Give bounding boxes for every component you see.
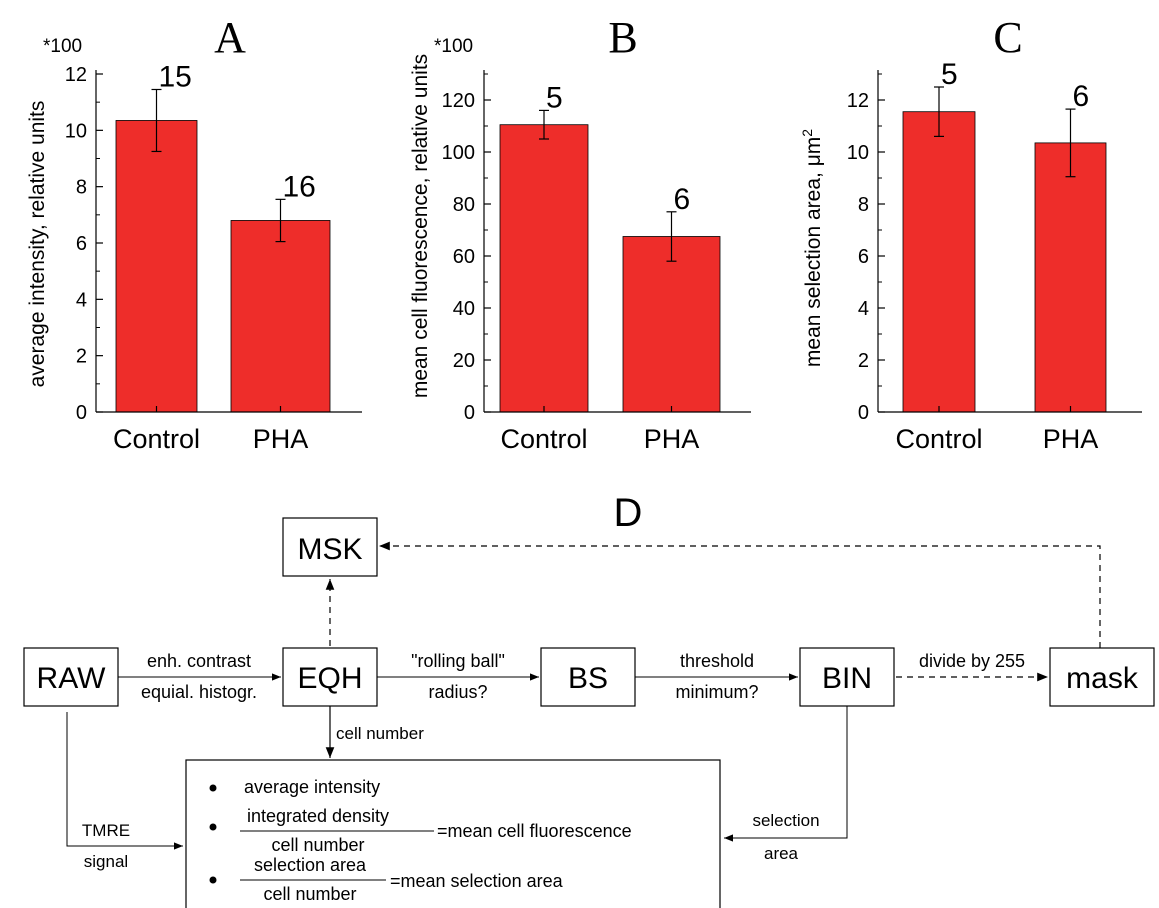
y-tick-label: 0 — [858, 402, 869, 424]
panel-b-multiplier: *100 — [434, 36, 473, 57]
n-label: 6 — [1073, 80, 1090, 113]
edge-raw-results-top: TMRE — [82, 821, 130, 840]
edge-bin-results-bottom: area — [764, 844, 799, 863]
svg-text:MSK: MSK — [297, 533, 362, 566]
bar-pha — [1034, 142, 1107, 413]
edge-raw-results — [66, 712, 183, 850]
results-box: average intensity integrated density cel… — [185, 759, 721, 908]
edge-bin-mask-label: divide by 255 — [919, 651, 1025, 671]
y-tick-label: 0 — [464, 402, 475, 424]
bar-control — [499, 124, 589, 413]
result-mean-cell-fluorescence: =mean cell fluorescence — [437, 821, 632, 841]
y-tick-label: 20 — [453, 350, 475, 372]
result-integrated-density: integrated density — [247, 806, 389, 826]
n-label: 5 — [941, 58, 958, 91]
edge-eqh-results-label: cell number — [336, 724, 424, 743]
bar-pha — [230, 220, 331, 413]
chart-panel-b: B *100 mean cell fluorescence, relative … — [409, 13, 751, 454]
y-tick-label: 40 — [453, 298, 475, 320]
bullet-icon — [209, 823, 217, 831]
y-tick-label: 12 — [65, 64, 87, 86]
node-bin: BIN — [799, 647, 895, 707]
x-tick-label: Control — [895, 424, 982, 454]
n-label: 5 — [546, 81, 563, 114]
x-tick-label: Control — [500, 424, 587, 454]
y-tick-label: 4 — [76, 289, 87, 311]
flow-diagram: D MSK RAW EQH BS BIN mask enh. contrast — [23, 491, 1155, 908]
panel-b-ylabel: mean cell fluorescence, relative units — [409, 54, 432, 398]
edge-raw-eqh-top: enh. contrast — [147, 651, 251, 671]
y-tick-label: 10 — [847, 142, 869, 164]
bar-control — [115, 120, 198, 413]
bar-pha — [622, 236, 721, 413]
bullet-icon — [209, 784, 217, 792]
panel-a-multiplier: *100 — [43, 36, 82, 57]
y-tick-label: 8 — [76, 177, 87, 199]
y-tick-label: 6 — [76, 233, 87, 255]
bullet-icon — [209, 876, 217, 884]
edge-bs-bin-bottom: minimum? — [675, 682, 758, 702]
edge-bs-bin-top: threshold — [680, 651, 754, 671]
y-tick-label: 12 — [847, 90, 869, 112]
y-tick-label: 120 — [442, 90, 475, 112]
edge-eqh-bs-top: "rolling ball" — [411, 651, 505, 671]
panel-a-title: A — [214, 13, 246, 62]
y-tick-label: 10 — [65, 120, 87, 142]
x-tick-label: PHA — [1043, 424, 1099, 454]
result-mean-selection-area: =mean selection area — [390, 871, 564, 891]
n-label: 6 — [674, 183, 691, 216]
chart-panel-a: A *100 average intensity, relative units… — [26, 13, 362, 454]
edge-mask-msk — [379, 541, 1101, 648]
svg-text:BIN: BIN — [822, 662, 872, 695]
svg-text:mask: mask — [1066, 662, 1139, 695]
node-eqh: EQH — [282, 647, 378, 707]
x-tick-label: PHA — [253, 424, 309, 454]
edge-raw-eqh-bottom: equial. histogr. — [141, 682, 257, 702]
node-mask: mask — [1049, 647, 1155, 707]
svg-text:EQH: EQH — [297, 662, 362, 695]
result-cell-number-2: cell number — [263, 884, 356, 904]
y-tick-label: 60 — [453, 246, 475, 268]
panel-d-title: D — [614, 491, 643, 535]
chart-panel-c: C mean selection area, μm2 5 Control 6 PHA 0… — [799, 13, 1142, 454]
node-msk: MSK — [282, 517, 378, 577]
result-cell-number-1: cell number — [271, 835, 364, 855]
edge-raw-results-bottom: signal — [84, 852, 128, 871]
panel-a-ylabel: average intensity, relative units — [26, 101, 49, 388]
x-tick-label: PHA — [644, 424, 700, 454]
y-tick-label: 100 — [442, 142, 475, 164]
y-tick-label: 2 — [76, 346, 87, 368]
panel-b-title: B — [608, 13, 637, 62]
y-tick-label: 0 — [76, 402, 87, 424]
y-tick-label: 4 — [858, 298, 869, 320]
y-tick-label: 8 — [858, 194, 869, 216]
y-tick-label: 80 — [453, 194, 475, 216]
svg-text:RAW: RAW — [37, 662, 107, 695]
y-tick-label: 6 — [858, 246, 869, 268]
svg-text:BS: BS — [568, 662, 608, 695]
result-selection-area: selection area — [254, 855, 367, 875]
y-tick-label: 2 — [858, 350, 869, 372]
node-raw: RAW — [23, 647, 119, 707]
edge-bin-results — [724, 706, 848, 842]
panel-c-title: C — [993, 13, 1022, 62]
panel-c-ylabel: mean selection area, μm2 — [799, 129, 825, 367]
edge-bin-results-top: selection — [752, 811, 819, 830]
n-label: 15 — [159, 60, 192, 93]
bar-control — [902, 111, 976, 413]
edge-eqh-bs-bottom: radius? — [428, 682, 487, 702]
n-label: 16 — [283, 170, 316, 203]
result-average-intensity: average intensity — [244, 777, 380, 797]
x-tick-label: Control — [113, 424, 200, 454]
node-bs: BS — [540, 647, 636, 707]
